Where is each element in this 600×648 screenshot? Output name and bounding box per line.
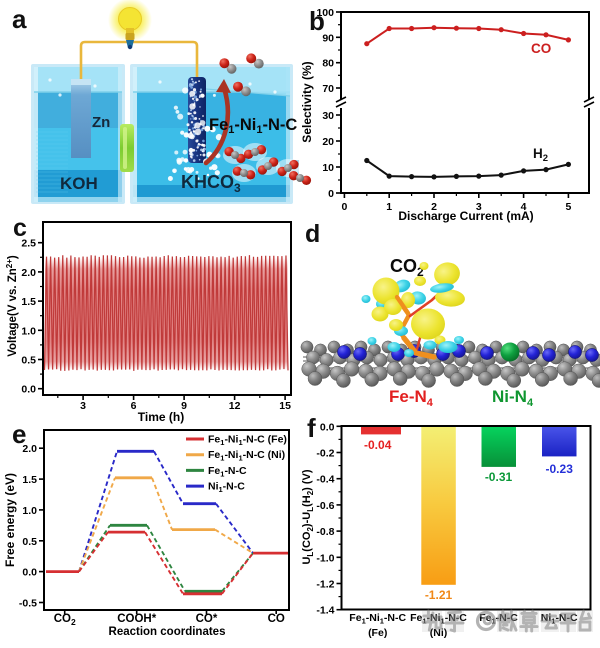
svg-text:-1.21: -1.21 xyxy=(425,588,453,602)
svg-text:90: 90 xyxy=(322,32,334,44)
svg-text:10: 10 xyxy=(322,162,334,174)
svg-text:-0.6: -0.6 xyxy=(316,500,334,512)
svg-text:Ni-N4: Ni-N4 xyxy=(492,387,534,409)
svg-text:70: 70 xyxy=(322,83,334,95)
svg-text:KOH: KOH xyxy=(60,174,98,193)
svg-text:4: 4 xyxy=(521,201,527,213)
svg-text:CO: CO xyxy=(531,41,551,56)
svg-text:CO: CO xyxy=(268,613,285,625)
svg-text:e: e xyxy=(12,419,26,449)
svg-text:Voltage(V vs. Zn2+): Voltage(V vs. Zn2+) xyxy=(5,255,19,357)
svg-text:0.0: 0.0 xyxy=(21,384,36,396)
svg-text:-1.0: -1.0 xyxy=(316,552,334,564)
svg-text:-1.2: -1.2 xyxy=(316,579,334,591)
svg-text:KHCO3: KHCO3 xyxy=(181,172,241,195)
svg-text:f: f xyxy=(307,413,316,443)
svg-text:0.0: 0.0 xyxy=(22,567,37,579)
svg-text:UL(CO2)-UL(H2) (V): UL(CO2)-UL(H2) (V) xyxy=(301,469,315,564)
svg-text:0: 0 xyxy=(328,188,334,200)
svg-text:1.5: 1.5 xyxy=(21,296,36,308)
svg-text:Fe1-N-C: Fe1-N-C xyxy=(208,465,247,479)
svg-text:-0.4: -0.4 xyxy=(316,474,334,486)
svg-text:-0.04: -0.04 xyxy=(364,438,392,452)
svg-text:1.0: 1.0 xyxy=(21,325,36,337)
svg-text:CO2: CO2 xyxy=(54,613,76,627)
svg-text:0.5: 0.5 xyxy=(21,355,36,367)
svg-text:9: 9 xyxy=(181,400,187,412)
svg-text:1.0: 1.0 xyxy=(22,505,37,517)
svg-text:-0.23: -0.23 xyxy=(546,462,574,476)
svg-text:Reaction coordinates: Reaction coordinates xyxy=(109,626,226,638)
svg-text:Free energy (eV): Free energy (eV) xyxy=(3,473,17,567)
svg-text:CO*: CO* xyxy=(196,613,218,625)
svg-text:COOH*: COOH* xyxy=(117,613,157,625)
svg-text:0.0: 0.0 xyxy=(320,421,335,433)
svg-text:Ni1-N-C: Ni1-N-C xyxy=(208,481,245,495)
svg-text:b: b xyxy=(309,6,325,36)
svg-text:20: 20 xyxy=(322,136,334,148)
svg-text:2.0: 2.0 xyxy=(22,443,37,455)
svg-text:Time (h): Time (h) xyxy=(138,410,184,424)
svg-text:-0.31: -0.31 xyxy=(485,470,513,484)
svg-text:Selectivity (%): Selectivity (%) xyxy=(300,61,314,142)
svg-text:2.0: 2.0 xyxy=(21,267,36,279)
svg-text:12: 12 xyxy=(229,400,241,412)
svg-text:Discharge Current (mA): Discharge Current (mA) xyxy=(398,209,533,223)
svg-text:0: 0 xyxy=(341,201,347,213)
svg-text:d: d xyxy=(305,220,320,248)
svg-text:Fe-N4: Fe-N4 xyxy=(389,387,434,409)
svg-text:100: 100 xyxy=(316,7,334,19)
svg-text:5: 5 xyxy=(565,201,571,213)
svg-text:Fe1-Ni1-N-C (Ni): Fe1-Ni1-N-C (Ni) xyxy=(208,449,285,463)
svg-text:2: 2 xyxy=(431,201,437,213)
svg-text:-1.4: -1.4 xyxy=(316,605,334,617)
svg-text:Fe1-Ni1-N-C: Fe1-Ni1-N-C xyxy=(349,612,406,626)
svg-text:(Ni): (Ni) xyxy=(430,627,448,639)
svg-text:Fe1-Ni1-N-C: Fe1-Ni1-N-C xyxy=(209,116,297,136)
svg-text:1.5: 1.5 xyxy=(22,474,37,486)
svg-text:1: 1 xyxy=(386,201,392,213)
svg-text:15: 15 xyxy=(279,400,291,412)
svg-text:3: 3 xyxy=(80,400,86,412)
svg-text:80: 80 xyxy=(322,58,334,70)
svg-text:(Fe): (Fe) xyxy=(368,627,387,639)
svg-text:CO2: CO2 xyxy=(390,256,424,279)
svg-text:-0.2: -0.2 xyxy=(316,448,334,460)
svg-text:6: 6 xyxy=(131,400,137,412)
svg-text:-0.8: -0.8 xyxy=(316,526,334,538)
svg-text:Fe1-Ni1-N-C (Fe): Fe1-Ni1-N-C (Fe) xyxy=(208,434,287,448)
svg-text:-0.5: -0.5 xyxy=(19,598,37,610)
svg-text:a: a xyxy=(12,4,27,34)
svg-text:2.5: 2.5 xyxy=(21,238,36,250)
svg-text:c: c xyxy=(13,214,27,242)
svg-text:Zn: Zn xyxy=(92,114,110,131)
svg-text:3: 3 xyxy=(476,201,482,213)
svg-text:30: 30 xyxy=(322,110,334,122)
svg-text:0.5: 0.5 xyxy=(22,536,37,548)
